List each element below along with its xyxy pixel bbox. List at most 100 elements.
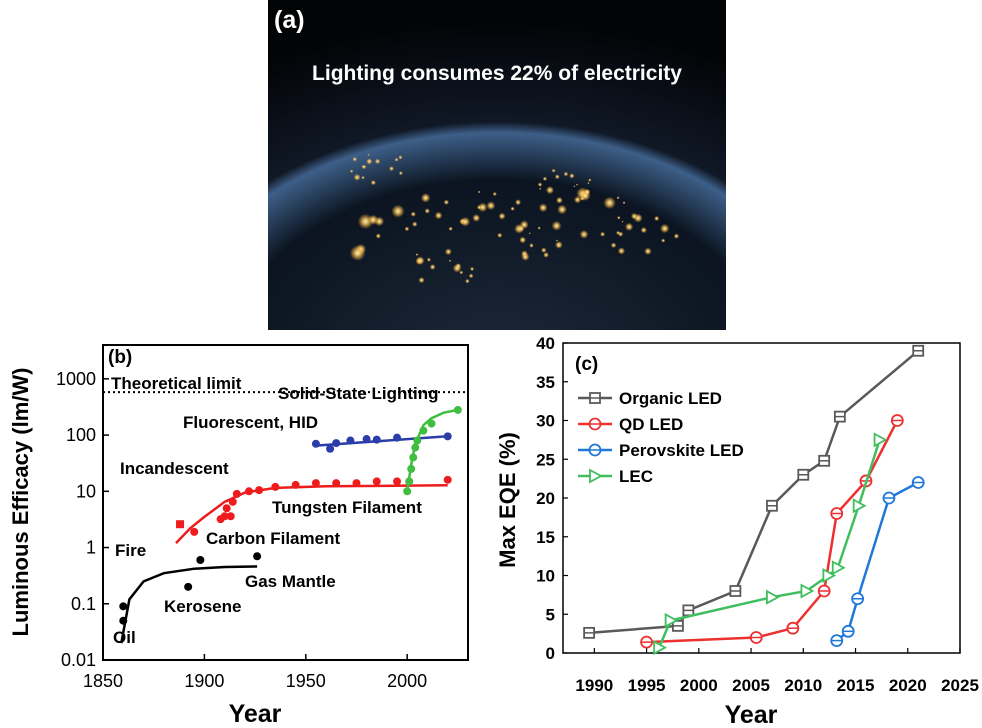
data-point — [253, 552, 262, 561]
city-light — [349, 245, 366, 261]
city-light — [555, 239, 558, 242]
city-light — [644, 247, 652, 255]
city-light — [517, 225, 525, 232]
panel-b-label: (b) — [108, 347, 132, 368]
city-light — [368, 214, 379, 225]
panel-b-frame — [102, 344, 469, 661]
city-light — [529, 243, 534, 248]
data-point — [184, 582, 193, 591]
x-tick-label: 2000 — [387, 671, 427, 691]
data-point — [852, 498, 867, 514]
data-point — [362, 435, 371, 444]
city-light — [420, 193, 431, 203]
city-light — [617, 247, 626, 255]
city-light — [374, 158, 381, 165]
y-tick-label: 20 — [536, 489, 555, 508]
city-light — [492, 191, 497, 197]
x-tick-label: 2020 — [889, 676, 927, 695]
city-light — [556, 196, 563, 204]
city-light — [575, 183, 579, 186]
city-light — [545, 185, 555, 195]
data-point — [291, 480, 300, 489]
earth-night-image — [268, 0, 726, 330]
data-point — [119, 602, 128, 611]
city-light — [426, 257, 431, 262]
data-point — [228, 497, 237, 506]
annotation-tungsten-filament: Tungsten Filament — [272, 498, 422, 517]
city-light — [366, 158, 373, 165]
city-light — [477, 190, 481, 194]
data-point — [822, 567, 837, 584]
x-tick-label: 2005 — [732, 676, 770, 695]
city-light — [416, 256, 425, 265]
city-light — [476, 205, 482, 210]
y-tick-label: 5 — [546, 605, 555, 624]
city-light — [468, 273, 474, 279]
data-point — [232, 489, 241, 498]
city-light — [563, 171, 569, 177]
y-tick-label: 1000 — [56, 369, 96, 389]
city-light — [539, 187, 542, 190]
city-light — [443, 199, 450, 205]
city-light — [587, 182, 590, 185]
city-light — [361, 165, 364, 168]
city-light — [398, 171, 403, 176]
x-tick-label: 2015 — [837, 676, 875, 695]
annotation-carbon-filament: Carbon Filament — [206, 529, 340, 548]
city-light — [370, 179, 376, 186]
city-light — [659, 223, 670, 234]
city-light — [542, 176, 548, 181]
y-tick-label: 30 — [536, 412, 555, 431]
data-point — [352, 479, 361, 488]
city-light — [538, 203, 548, 213]
city-light — [410, 211, 416, 217]
city-light — [515, 199, 522, 206]
data-point — [405, 477, 414, 486]
y-tick-label: 0.01 — [61, 650, 96, 670]
data-point — [427, 419, 436, 428]
city-light — [661, 238, 666, 243]
city-light — [543, 252, 549, 258]
panel-c-y-axis-label: Max EQE (%) — [495, 432, 520, 568]
city-light — [528, 232, 531, 235]
city-light — [448, 226, 453, 231]
x-tick-label: 1995 — [628, 676, 666, 695]
y-tick-label: 25 — [536, 450, 555, 469]
x-tick-label: 1850 — [83, 671, 123, 691]
data-point — [271, 482, 280, 491]
panel-a-caption: Lighting consumes 22% of electricity — [312, 62, 682, 85]
legend-label: QD LED — [619, 415, 683, 434]
data-point — [332, 479, 341, 488]
legend-label: LEC — [619, 467, 653, 486]
trend-line — [405, 408, 459, 492]
y-tick-label: 0 — [546, 644, 555, 663]
city-light — [557, 204, 567, 215]
data-point — [196, 556, 205, 565]
city-light — [541, 247, 547, 253]
trend-line — [120, 565, 258, 644]
data-point — [332, 439, 341, 448]
city-light — [391, 204, 405, 218]
annotation-solid-state-lighting: Solid-State Lighting — [278, 384, 439, 403]
data-point — [800, 583, 815, 599]
data-point — [453, 405, 462, 414]
data-point — [443, 432, 452, 441]
annotation-fire: Fire — [115, 541, 146, 560]
data-point — [346, 436, 355, 445]
legend-label: Organic LED — [619, 389, 722, 408]
city-light — [673, 233, 680, 239]
data-point — [226, 512, 235, 521]
data-point — [407, 464, 416, 473]
y-tick-label: 10 — [536, 567, 555, 586]
city-light — [349, 169, 354, 173]
y-tick-label: 35 — [536, 373, 555, 392]
city-light — [588, 178, 592, 182]
city-light — [448, 259, 452, 263]
panel-c-x-axis-label: Year — [725, 701, 778, 728]
x-tick-label: 2025 — [941, 676, 979, 695]
annotation-fluorescent-hid: Fluorescent, HID — [183, 413, 318, 432]
data-point — [190, 527, 199, 536]
x-tick-label: 1900 — [184, 671, 224, 691]
x-tick-label: 1990 — [575, 676, 613, 695]
annotation-oil: Oil — [113, 628, 136, 647]
